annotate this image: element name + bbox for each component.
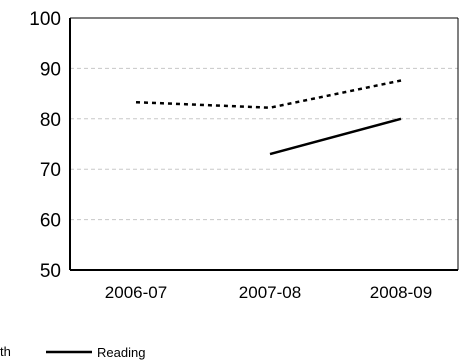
y-tick-label-70: 70: [40, 160, 61, 181]
x-tick-label-2007-08: 2007-08: [239, 283, 301, 302]
legend-item-math: th: [0, 344, 11, 359]
series-line-reading: [269, 117, 402, 156]
y-tick-label-60: 60: [40, 211, 61, 232]
legend: th Reading: [0, 344, 145, 360]
axes: [69, 17, 459, 271]
y-tick-label-100: 100: [29, 9, 61, 30]
legend-label-reading: Reading: [97, 345, 145, 360]
x-tick-label-2006-07: 2006-07: [105, 283, 167, 302]
y-tick-label-90: 90: [40, 59, 61, 80]
grid-lines: [70, 67, 458, 221]
x-tick-label-2008-09: 2008-09: [370, 283, 432, 302]
y-tick-label-50: 50: [40, 261, 61, 282]
y-tick-label-80: 80: [40, 110, 61, 131]
legend-item-reading: Reading: [46, 345, 145, 360]
series-lines: [135, 79, 402, 156]
y-axis-tick-labels: 50 60 70 80 90 100: [29, 9, 61, 282]
series-line-math: [135, 79, 402, 109]
x-axis-tick-labels: 2006-07 2007-08 2008-09: [105, 283, 432, 302]
legend-label-math: th: [0, 344, 11, 359]
